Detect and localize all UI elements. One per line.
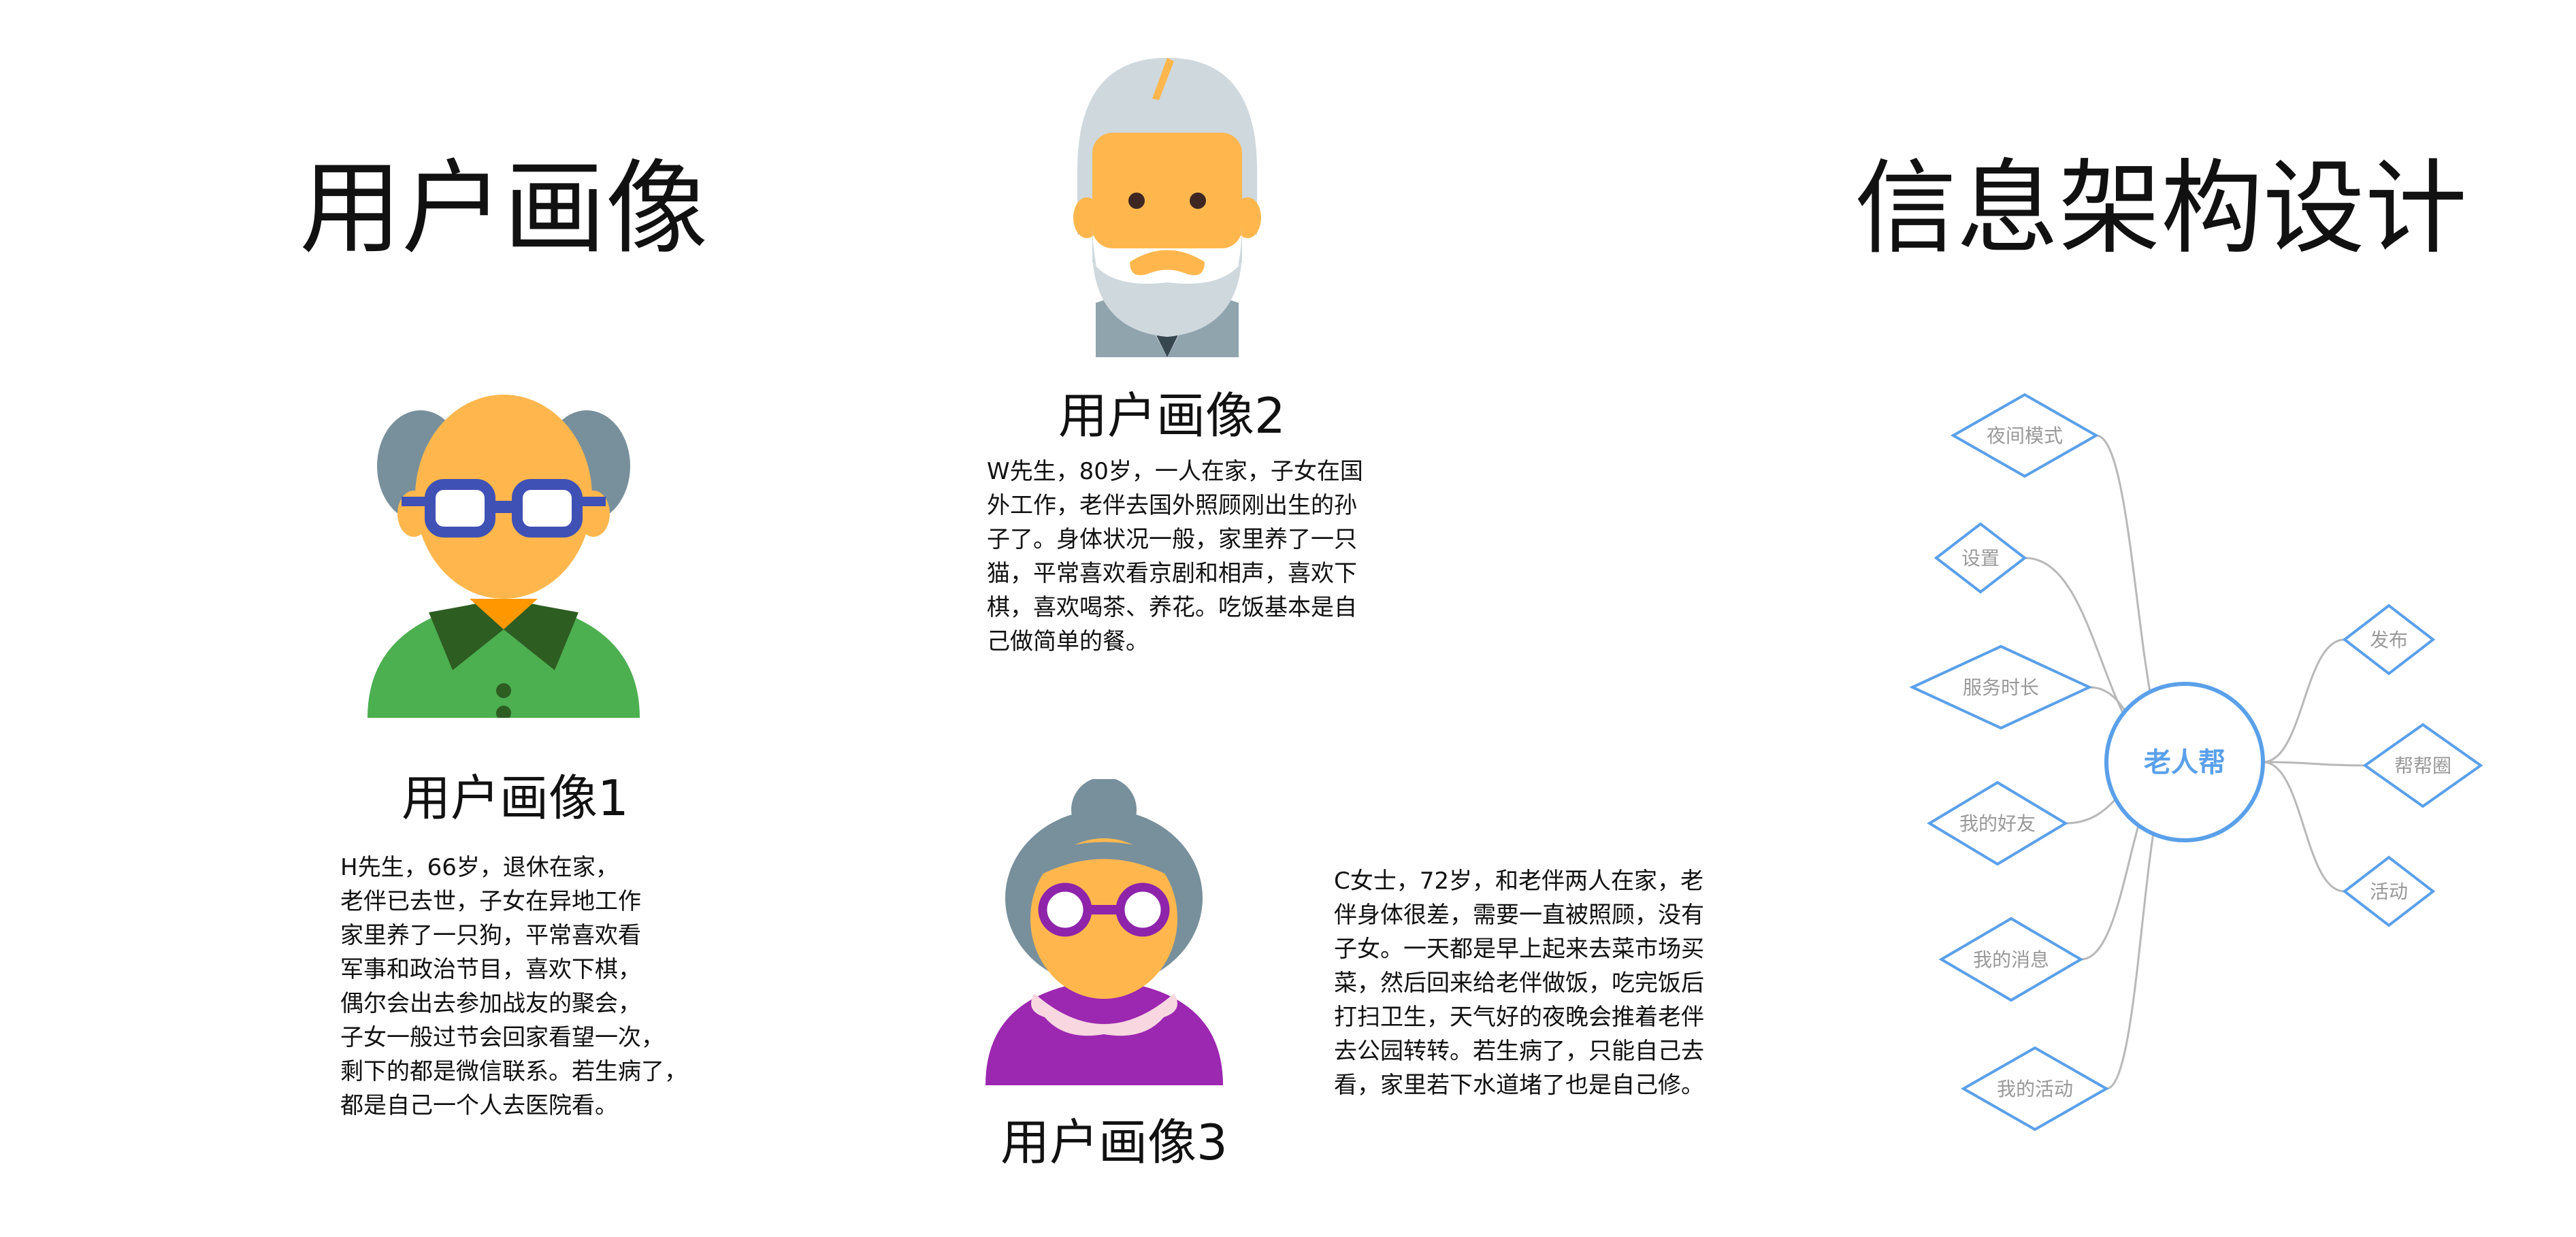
mind-map-connector — [2262, 761, 2345, 893]
section-title-user-persona: 用户画像 — [299, 150, 708, 268]
mind-map-node-shape — [2342, 855, 2436, 927]
persona-3-description: C女士，72岁，和老伴两人在家，老 伴身体很差，需要一直被照顾，没有 子女。一天… — [1334, 868, 1704, 1099]
mind-map-node-label: 服务时长 — [1963, 676, 2039, 699]
persona-1-avatar — [361, 395, 647, 721]
mind-map-center-label: 老人帮 — [2144, 747, 2226, 778]
persona-3-name: 用户画像3 — [1000, 1114, 1228, 1171]
mind-map-node-shape — [2362, 723, 2483, 808]
mind-map-node-label: 帮帮圈 — [2394, 755, 2451, 777]
persona-2-description: W先生，80岁，一人在家，子女在国 外工作，老伴去国外照顾刚出生的孙 子了。身体… — [987, 458, 1363, 655]
mind-map-node-label: 活动 — [2370, 880, 2408, 903]
mind-map-node-shape — [2342, 604, 2436, 676]
persona-1-name: 用户画像1 — [402, 770, 629, 827]
elderly-man-beard-icon — [1073, 58, 1261, 357]
mind-map-connector — [2262, 638, 2345, 763]
mind-map-node-shape — [1934, 522, 2027, 594]
section-title-information-architecture: 信息架构设计 — [1855, 150, 2468, 268]
mind-map-node-label: 我的消息 — [1973, 949, 2049, 971]
persona-1-description: H先生，66岁，退休在家， 老伴已去世，子女在异地工作 家里养了一只狗，平常喜欢… — [340, 854, 687, 1119]
mind-map-node-label: 发布 — [2370, 629, 2408, 651]
mind-map-node-shape — [1960, 1046, 2110, 1132]
mind-map-node-1: 夜间模式 — [1950, 393, 2100, 478]
mind-map-node-2: 设置 — [1934, 522, 2027, 594]
mind-map-node-8: 帮帮圈 — [2362, 723, 2483, 808]
elderly-woman-glasses-icon — [985, 777, 1223, 1085]
mind-map-node-5: 我的消息 — [1938, 917, 2084, 1002]
mind-map-center-node: 老人帮 — [2104, 682, 2265, 842]
persona-2-avatar — [1072, 58, 1262, 357]
mind-map-node-shape — [1950, 393, 2100, 478]
mind-map: 老人帮 夜间模式设置服务时长我的好友我的消息我的活动 发布帮帮圈活动 — [1838, 367, 2505, 1170]
mind-map-connector — [2262, 761, 2366, 767]
mind-map-node-7: 发布 — [2342, 604, 2436, 676]
mind-map-node-label: 我的活动 — [1997, 1078, 2073, 1100]
mind-map-center-circle — [2104, 682, 2265, 842]
mind-map-node-label: 我的好友 — [1959, 812, 2036, 835]
mind-map-node-6: 我的活动 — [1960, 1046, 2110, 1132]
mind-map-node-label: 设置 — [1961, 547, 2000, 570]
mind-map-node-9: 活动 — [2342, 855, 2436, 927]
elderly-man-glasses-icon — [368, 395, 640, 721]
persona-3-avatar — [980, 777, 1228, 1085]
mind-map-node-4: 我的好友 — [1927, 780, 2068, 866]
mind-map-node-shape — [1938, 917, 2084, 1002]
mind-map-node-shape — [1927, 780, 2068, 866]
mind-map-node-shape — [1909, 644, 2093, 730]
mind-map-node-3: 服务时长 — [1909, 644, 2093, 730]
mind-map-node-label: 夜间模式 — [1987, 425, 2063, 447]
persona-2-name: 用户画像2 — [1058, 387, 1286, 444]
